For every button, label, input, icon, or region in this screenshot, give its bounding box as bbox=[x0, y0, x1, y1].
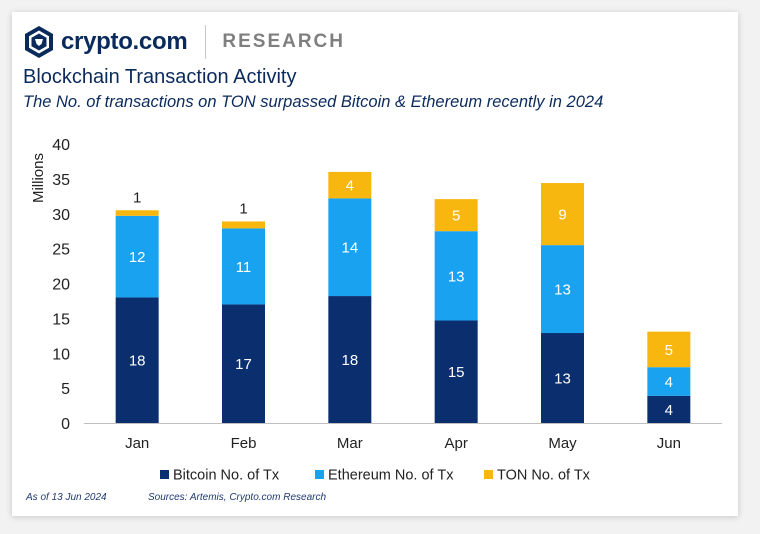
as-of-note: As of 13 Jun 2024 bbox=[26, 492, 107, 503]
bar-ton-feb bbox=[222, 221, 265, 229]
y-tick-label: 30 bbox=[52, 207, 70, 224]
bar-ton-jun bbox=[647, 331, 691, 368]
bar-ton-apr bbox=[434, 199, 478, 232]
data-label: 18 bbox=[341, 352, 358, 369]
x-tick-label: Jan bbox=[125, 435, 149, 452]
data-label: 4 bbox=[346, 178, 354, 195]
data-label: 1 bbox=[239, 200, 247, 217]
sources-note: Sources: Artemis, Crypto.com Research bbox=[148, 492, 327, 503]
y-tick-label: 15 bbox=[52, 311, 70, 328]
bar-ethereum-jan bbox=[115, 215, 159, 298]
bar-bitcoin-mar bbox=[328, 296, 372, 423]
bar-ethereum-apr bbox=[434, 231, 478, 321]
chart-subtitle: The No. of transactions on TON surpassed… bbox=[23, 93, 604, 111]
y-tick-label: 10 bbox=[52, 346, 70, 363]
x-tick-label: May bbox=[548, 435, 577, 452]
legend-label: TON No. of Tx bbox=[497, 468, 591, 484]
data-label: 13 bbox=[448, 268, 465, 285]
x-tick-label: Mar bbox=[337, 435, 363, 452]
data-label: 11 bbox=[236, 259, 252, 276]
legend-label: Ethereum No. of Tx bbox=[328, 468, 454, 484]
y-tick-label: 20 bbox=[52, 277, 70, 294]
data-label: 5 bbox=[665, 342, 673, 359]
bar-ethereum-feb bbox=[222, 228, 265, 305]
bar-bitcoin-feb bbox=[222, 304, 265, 423]
data-label: 15 bbox=[448, 364, 465, 381]
bar-bitcoin-apr bbox=[434, 320, 478, 423]
data-label: 17 bbox=[235, 356, 252, 373]
bar-bitcoin-jan bbox=[115, 297, 159, 423]
data-label: 14 bbox=[341, 240, 358, 257]
header-divider bbox=[205, 25, 207, 59]
x-tick-label: Apr bbox=[444, 435, 467, 452]
bar-ton-mar bbox=[328, 171, 372, 199]
chart-title: Blockchain Transaction Activity bbox=[23, 66, 297, 88]
bar-ethereum-jun bbox=[647, 367, 691, 396]
bar-ethereum-may bbox=[541, 245, 584, 334]
x-tick-label: Jun bbox=[657, 435, 681, 452]
data-label: 13 bbox=[554, 282, 571, 299]
bar-bitcoin-jun bbox=[647, 395, 691, 423]
data-label: 12 bbox=[129, 249, 146, 266]
legend-swatch bbox=[484, 470, 493, 479]
header: crypto.com RESEARCH bbox=[24, 22, 345, 62]
data-label: 1 bbox=[133, 189, 141, 206]
section-label: RESEARCH bbox=[222, 31, 345, 52]
bar-ethereum-mar bbox=[328, 198, 372, 297]
crypto-com-logo-icon bbox=[25, 26, 53, 58]
bar-ton-jan bbox=[115, 210, 159, 216]
y-tick-label: 0 bbox=[61, 416, 70, 433]
y-tick-label: 40 bbox=[52, 137, 70, 154]
data-label: 4 bbox=[665, 402, 673, 419]
data-label: 13 bbox=[554, 371, 571, 388]
legend-label: Bitcoin No. of Tx bbox=[173, 468, 280, 484]
legend-swatch bbox=[315, 470, 324, 479]
data-label: 9 bbox=[558, 207, 566, 224]
bar-ton-may bbox=[541, 183, 584, 246]
y-tick-label: 35 bbox=[52, 172, 70, 189]
bar-bitcoin-may bbox=[541, 333, 584, 423]
y-tick-label: 25 bbox=[52, 242, 70, 259]
data-label: 18 bbox=[129, 353, 146, 370]
data-label: 4 bbox=[665, 374, 673, 391]
brand-name: crypto.com bbox=[61, 28, 188, 55]
x-tick-label: Feb bbox=[231, 435, 257, 452]
data-label: 5 bbox=[452, 208, 460, 225]
legend-swatch bbox=[160, 470, 169, 479]
y-tick-label: 5 bbox=[61, 381, 70, 398]
y-axis-title: Millions bbox=[30, 153, 47, 203]
